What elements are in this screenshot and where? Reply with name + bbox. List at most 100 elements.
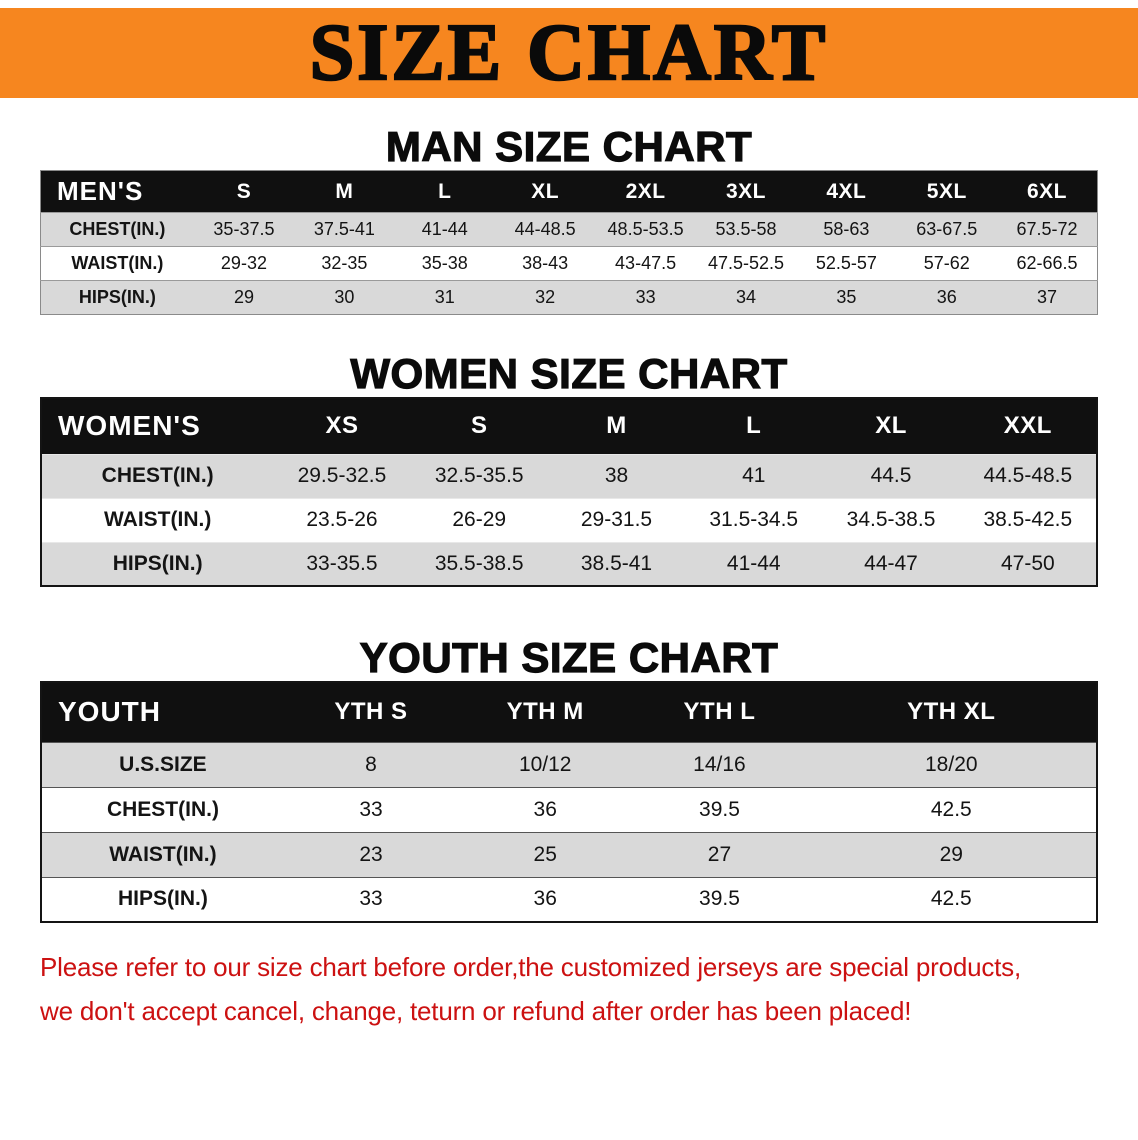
measurement-value-cell: 44.5-48.5 <box>983 464 1073 487</box>
measurement-value-cell: 38-43 <box>522 253 569 273</box>
measurement-value-cell: 33 <box>359 797 383 821</box>
measurement-value-cell: 35.5-38.5 <box>434 551 524 575</box>
youth-size-table-header: YOUTH YTH S YTH M YTH L YTH XL <box>41 682 1097 742</box>
measurement-value-cell: 33 <box>635 287 656 307</box>
women-size-table: WOMEN'S XS S M L XL XXL CHEST(IN.) 29.5-32.5 32.… <box>40 397 1098 587</box>
size-table-header-row: MEN'S S M L XL 2XL 3XL 4XL 5XL 6XL <box>40 170 1098 213</box>
measurement-row: U.S.SIZE 8 10/12 14/16 18/20 <box>41 742 1097 787</box>
measurement-label-cell: HIPS(IN.) <box>118 887 208 911</box>
measurement-value-cell: 39.5 <box>699 797 740 821</box>
measurement-value-cell: 62-66.5 <box>1016 253 1078 273</box>
measurement-label-cell: CHEST(IN.) <box>69 219 166 239</box>
size-column-header: L <box>685 398 823 454</box>
women-size-table-body: CHEST(IN.) 29.5-32.5 32.5-35.5 38 41 44.5 44.5… <box>41 454 1097 586</box>
measurement-value-cell: 14/16 <box>693 752 746 776</box>
measurement-value-cell: 30 <box>334 287 355 307</box>
measurement-value-cell: 41-44 <box>726 551 781 575</box>
measurement-value-cell: 35-38 <box>421 253 468 273</box>
measurement-value-cell: 47.5-52.5 <box>707 253 785 273</box>
measurement-row: CHEST(IN.) 29.5-32.5 32.5-35.5 38 41 44.5 44.5… <box>41 454 1097 498</box>
size-table-header-row: WOMEN'S XS S M L XL XXL <box>41 398 1097 454</box>
measurement-value-cell: 39.5 <box>699 887 740 911</box>
measurement-label-cell: U.S.SIZE <box>119 752 207 776</box>
measurement-value-cell: 42.5 <box>930 797 972 821</box>
size-chart-banner-title: SIZE CHART <box>309 7 829 98</box>
measurement-value-cell: 38 <box>604 464 629 487</box>
size-chart-banner: SIZE CHART <box>0 7 1138 98</box>
youth-size-table: YOUTH YTH S YTH M YTH L YTH XL U.S.SIZE 8 10/1… <box>40 681 1098 923</box>
measurement-row: WAIST(IN.) 23.5-26 26-29 29-31.5 31.5-34.5 34… <box>41 498 1097 542</box>
size-column-header: L <box>394 170 495 213</box>
measurement-row: CHEST(IN.) 33 36 39.5 42.5 <box>41 787 1097 832</box>
measurement-value-cell: 31.5-34.5 <box>709 508 799 531</box>
measurement-value-cell: 29.5-32.5 <box>297 464 387 487</box>
measurement-value-cell: 44-47 <box>864 551 918 575</box>
measurement-value-cell: 36 <box>533 887 557 911</box>
measurement-value-cell: 48.5-53.5 <box>607 219 684 239</box>
measurement-value-cell: 34.5-38.5 <box>846 508 936 531</box>
measurement-value-cell: 32.5-35.5 <box>434 464 524 487</box>
measurement-row: HIPS(IN.) 33 36 39.5 42.5 <box>41 877 1097 922</box>
man-size-chart-heading: MAN SIZE CHART <box>385 123 753 170</box>
women-size-chart-heading: WOMEN SIZE CHART <box>350 350 788 397</box>
measurement-value-cell: 10/12 <box>518 752 572 776</box>
measurement-value-cell: 63-67.5 <box>916 219 978 239</box>
measurement-value-cell: 44.5 <box>870 464 912 487</box>
size-column-header: 2XL <box>595 170 696 213</box>
measurement-value-cell: 31 <box>434 287 455 307</box>
youth-size-table-body: U.S.SIZE 8 10/12 14/16 18/20 CHEST(IN.) 33 36 39… <box>41 742 1097 922</box>
measurement-value-cell: 29-31.5 <box>580 508 653 531</box>
measurement-value-cell: 23 <box>359 842 383 866</box>
measurement-value-cell: 42.5 <box>930 887 972 911</box>
measurement-label-cell: WAIST(IN.) <box>71 253 164 273</box>
table-title-cell: YOUTH <box>41 682 284 742</box>
size-column-header: YTH S <box>283 682 459 742</box>
measurement-value-cell: 57-62 <box>923 253 970 273</box>
measurement-label-cell: WAIST(IN.) <box>104 508 212 531</box>
measurement-value-cell: 36 <box>936 287 957 307</box>
measurement-value-cell: 53.5-58 <box>715 219 777 239</box>
men-size-table: MEN'S S M L XL 2XL 3XL 4XL 5XL 6XL CHEST(IN.) 35-3… <box>40 170 1098 315</box>
measurement-value-cell: 34 <box>735 287 756 307</box>
size-column-header: S <box>193 170 295 213</box>
measurement-value-cell: 35 <box>836 287 857 307</box>
measurement-value-cell: 23.5-26 <box>306 508 378 531</box>
measurement-value-cell: 35-37.5 <box>213 219 275 239</box>
size-column-header: M <box>547 398 686 454</box>
measurement-value-cell: 29 <box>233 287 254 307</box>
measurement-value-cell: 41-44 <box>421 219 468 239</box>
measurement-value-cell: 33-35.5 <box>306 551 378 575</box>
measurement-value-cell: 37 <box>1036 287 1058 307</box>
measurement-value-cell: 58-63 <box>823 219 870 239</box>
measurement-row: HIPS(IN.) 33-35.5 35.5-38.5 38.5-41 41-44 44-… <box>41 542 1097 586</box>
measurement-value-cell: 29-32 <box>220 253 267 273</box>
measurement-value-cell: 25 <box>533 842 557 866</box>
measurement-value-cell: 38.5-41 <box>580 551 653 575</box>
measurement-value-cell: 43-47.5 <box>615 253 677 273</box>
measurement-label-cell: CHEST(IN.) <box>101 464 214 487</box>
size-column-header: XS <box>273 398 411 454</box>
disclaimer-line-2: we don't accept cancel, change, teturn o… <box>40 996 912 1026</box>
men-size-table-body: CHEST(IN.) 35-37.5 37.5-41 41-44 44-48.5 48.5… <box>40 212 1098 315</box>
size-column-header: 3XL <box>695 170 797 213</box>
measurement-value-cell: 47-50 <box>1000 551 1055 575</box>
measurement-row: CHEST(IN.) 35-37.5 37.5-41 41-44 44-48.5 48.5… <box>40 212 1098 247</box>
size-column-header: YTH XL <box>806 682 1097 742</box>
measurement-value-cell: 29 <box>939 842 963 866</box>
measurement-value-cell: 38.5-42.5 <box>983 508 1073 531</box>
measurement-value-cell: 52.5-57 <box>815 253 877 273</box>
measurement-label-cell: WAIST(IN.) <box>109 842 217 866</box>
table-title-cell: MEN'S <box>40 170 194 213</box>
men-size-table-header: MEN'S S M L XL 2XL 3XL 4XL 5XL 6XL <box>40 170 1098 213</box>
measurement-value-cell: 32 <box>535 287 556 307</box>
measurement-value-cell: 36 <box>533 797 557 821</box>
measurement-label-cell: HIPS(IN.) <box>112 551 203 575</box>
measurement-value-cell: 37.5-41 <box>313 219 375 239</box>
size-column-header: M <box>294 170 395 213</box>
measurement-row: HIPS(IN.) 29 30 31 32 33 34 35 36 37 <box>40 280 1098 315</box>
measurement-row: WAIST(IN.) 29-32 32-35 35-38 38-43 43-47.5 47.… <box>40 246 1098 281</box>
size-column-header: YTH M <box>458 682 633 742</box>
measurement-value-cell: 32-35 <box>321 253 368 273</box>
disclaimer-text: Please refer to our size chart before or… <box>40 945 1100 1033</box>
measurement-value-cell: 33 <box>359 887 383 911</box>
